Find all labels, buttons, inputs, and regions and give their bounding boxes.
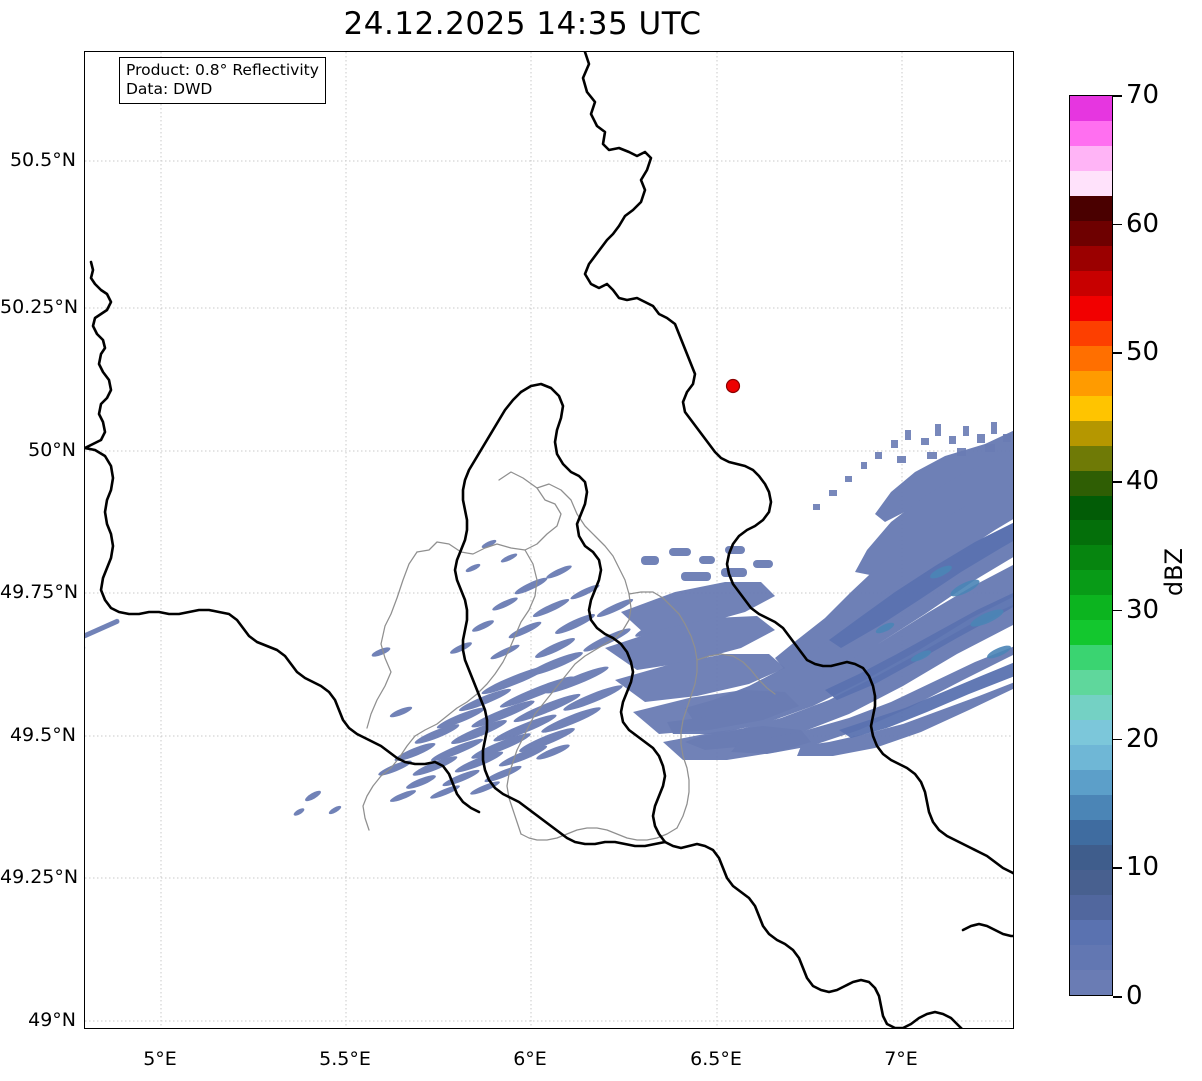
colorbar-tick-label-0: 0 — [1126, 981, 1143, 1011]
colorbar-tick-mark — [1113, 481, 1122, 483]
product-info-box: Product: 0.8° Reflectivity Data: DWD — [119, 57, 326, 104]
colorbar-band — [1070, 645, 1112, 671]
colorbar-band — [1070, 195, 1112, 221]
y-axis-tick-label-49.75N: 49.75°N — [0, 581, 79, 603]
colorbar-band — [1070, 170, 1112, 196]
colorbar-tick-label-70: 70 — [1126, 80, 1160, 110]
colorbar-band — [1070, 919, 1112, 945]
colorbar-band — [1070, 295, 1112, 321]
x-axis-tick-label-6E: 6°E — [513, 1048, 547, 1070]
colorbar-tick-mark — [1113, 867, 1122, 869]
colorbar-band — [1070, 220, 1112, 246]
y-axis-tick-label-50N: 50°N — [28, 439, 76, 461]
x-axis-tick-label-6.5E: 6.5°E — [690, 1048, 742, 1070]
colorbar-tick-label-40: 40 — [1126, 466, 1160, 497]
colorbar-tick-label-10: 10 — [1126, 852, 1160, 883]
x-axis-tick-label-7E: 7°E — [884, 1048, 918, 1070]
colorbar-tick-label-60: 60 — [1126, 208, 1160, 239]
y-axis-tick-label-49.5N: 49.5°N — [9, 724, 76, 746]
colorbar-tick-mark — [1113, 738, 1122, 741]
colorbar-band — [1070, 620, 1112, 646]
colorbar-tick-mark — [1113, 996, 1122, 998]
colorbar-band — [1070, 120, 1112, 146]
colorbar-band — [1070, 245, 1112, 271]
colorbar-tick-label-30: 30 — [1126, 594, 1160, 625]
colorbar-band — [1070, 145, 1112, 171]
colorbar-tick-label-20: 20 — [1126, 723, 1160, 754]
y-axis-tick-label-50.25N: 50.25°N — [0, 296, 79, 318]
colorbar-band — [1070, 720, 1112, 746]
colorbar-tick-mark — [1113, 609, 1122, 612]
colorbar-band — [1070, 745, 1112, 771]
y-axis-tick-label-50.5N: 50.5°N — [9, 149, 76, 171]
colorbar-band — [1070, 795, 1112, 821]
colorbar-band — [1070, 820, 1112, 846]
colorbar-band — [1070, 944, 1112, 970]
product-info-data-line: Data: DWD — [126, 79, 213, 98]
country-borders — [85, 52, 1013, 1028]
colorbar-band — [1070, 595, 1112, 621]
radar-reflectivity-echo — [85, 422, 1013, 816]
colorbar-tick-label-50: 50 — [1126, 337, 1160, 368]
y-axis-tick-label-49.25N: 49.25°N — [0, 866, 79, 888]
colorbar-tick-mark — [1113, 352, 1122, 355]
colorbar-gradient-strip — [1069, 95, 1113, 996]
colorbar-band — [1070, 470, 1112, 496]
colorbar-band — [1070, 870, 1112, 895]
colorbar-band — [1070, 96, 1112, 121]
colorbar-band — [1070, 345, 1112, 371]
x-axis-tick-label-5E: 5°E — [143, 1048, 177, 1070]
colorbar-tick-mark — [1113, 95, 1122, 97]
graticule-gridlines — [85, 52, 1013, 1028]
page-title: 24.12.2025 14:35 UTC — [343, 6, 702, 42]
colorbar-band — [1070, 420, 1112, 446]
colorbar-band — [1070, 695, 1112, 721]
colorbar-band — [1070, 320, 1112, 346]
colorbar-band — [1070, 445, 1112, 471]
colorbar-band — [1070, 570, 1112, 596]
admin-boundaries-luxembourg — [362, 471, 776, 841]
colorbar-band — [1070, 520, 1112, 546]
colorbar-band — [1070, 545, 1112, 571]
x-axis-tick-label-5.5E: 5.5°E — [319, 1048, 371, 1070]
colorbar-band — [1070, 370, 1112, 396]
product-info-product-line: Product: 0.8° Reflectivity — [126, 61, 319, 79]
colorbar[interactable]: 0 10 20 30 40 50 60 70 — [1069, 80, 1159, 1011]
colorbar-axis-label: dBZ — [1160, 548, 1188, 597]
colorbar-band — [1070, 670, 1112, 696]
map-canvas — [85, 52, 1013, 1028]
radar-map-panel[interactable]: Product: 0.8° Reflectivity Data: DWD — [84, 51, 1014, 1029]
colorbar-band — [1070, 395, 1112, 421]
colorbar-band — [1070, 845, 1112, 871]
colorbar-band — [1070, 270, 1112, 296]
colorbar-tick-mark — [1113, 223, 1122, 226]
colorbar-band — [1070, 969, 1112, 995]
colorbar-band — [1070, 770, 1112, 796]
colorbar-band — [1070, 895, 1112, 920]
y-axis-tick-label-49N: 49°N — [28, 1009, 76, 1031]
radar-site-marker[interactable] — [725, 378, 741, 394]
colorbar-band — [1070, 495, 1112, 521]
